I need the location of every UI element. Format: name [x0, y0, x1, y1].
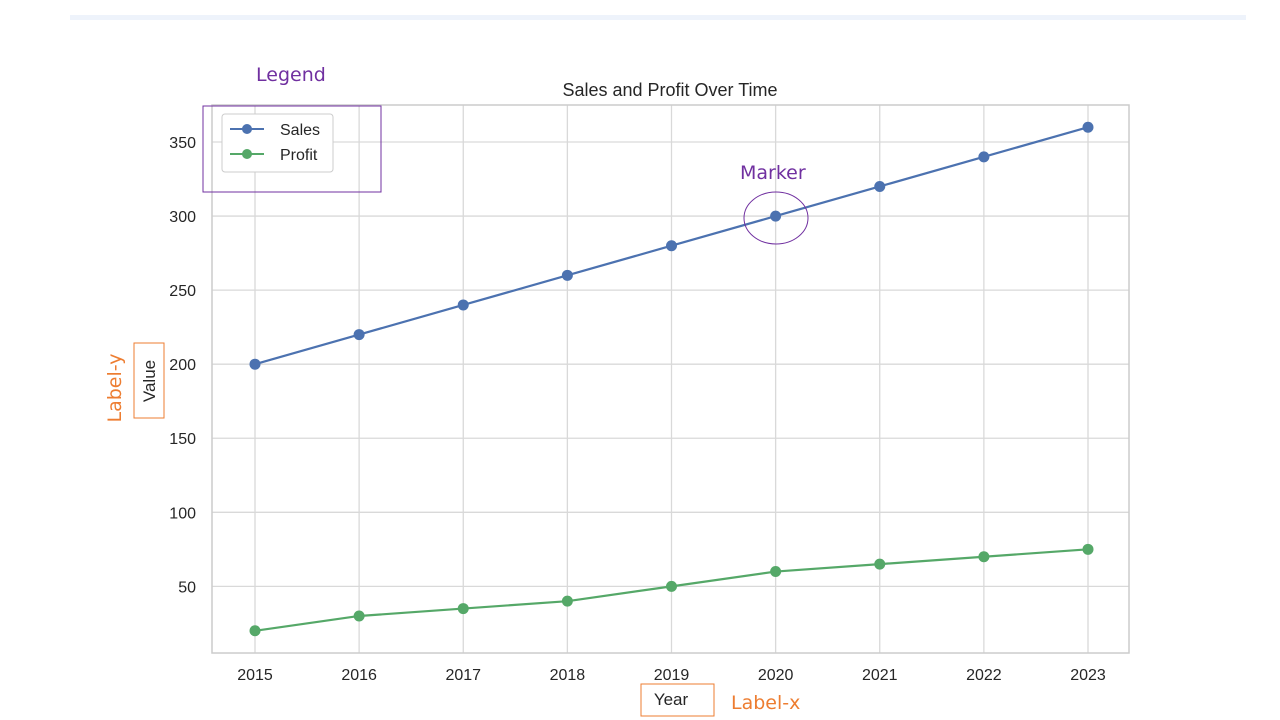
x-tick-label: 2021: [862, 667, 898, 684]
profit-point: [1082, 543, 1094, 555]
series-group: [249, 121, 1094, 637]
profit-point: [978, 551, 990, 563]
legend-profit-label: Profit: [280, 147, 318, 164]
profit-point: [249, 625, 261, 637]
y-tick-label: 250: [169, 283, 196, 300]
marker-annotation-label: Marker: [740, 162, 806, 184]
grid: [212, 105, 1129, 653]
y-tick-label: 350: [169, 135, 196, 152]
x-tick-label: 2017: [445, 667, 481, 684]
profit-point: [874, 558, 886, 570]
sales-point: [770, 210, 782, 222]
profit-point: [666, 580, 677, 592]
x-tick-label: 2019: [654, 667, 690, 684]
sales-point: [561, 269, 573, 281]
plot-frame: [211, 104, 1130, 654]
legend-annotation-label: Legend: [256, 64, 326, 86]
profit-point: [770, 566, 782, 578]
legend-sales-label: Sales: [280, 122, 320, 139]
y-tick-label: 50: [178, 579, 196, 596]
sales-point: [1082, 121, 1094, 133]
sales-point: [457, 299, 469, 311]
sales-point: [353, 329, 365, 341]
x-tick-label: 2020: [758, 667, 794, 684]
x-tick-label: 2023: [1070, 667, 1106, 684]
legend-annotation-box: [202, 105, 382, 193]
y-tick-labels: 50 100 150 200 250 300 350: [169, 135, 196, 596]
legend: Sales Profit: [221, 113, 334, 173]
y-label-box: [133, 342, 165, 419]
x-tick-labels: 2015 2016 2017 2018 2019 2020 2021 2022 2023: [237, 667, 1106, 684]
legend-sales-marker: [242, 124, 252, 134]
sales-point: [874, 180, 886, 192]
label-x-annotation: Label-x: [731, 692, 800, 714]
y-tick-label: 200: [169, 357, 196, 374]
sales-point: [978, 151, 990, 163]
legend-profit-marker: [242, 149, 252, 159]
x-tick-label: 2018: [550, 667, 586, 684]
x-tick-label: 2022: [966, 667, 1002, 684]
marker-annotation-ellipse: [743, 191, 809, 245]
profit-point: [561, 595, 573, 607]
label-y-annotation: Label-y: [104, 353, 126, 422]
y-tick-label: 150: [169, 431, 196, 448]
chart-title: Sales and Profit Over Time: [562, 80, 777, 100]
y-axis-label: Value: [140, 360, 159, 402]
x-tick-label: 2016: [341, 667, 377, 684]
y-tick-label: 100: [169, 505, 196, 522]
profit-point: [457, 603, 469, 615]
sales-point: [249, 358, 261, 370]
x-axis-label: Year: [654, 690, 689, 709]
sales-point: [666, 240, 677, 252]
y-tick-label: 300: [169, 209, 196, 226]
profit-point: [353, 610, 365, 622]
x-tick-label: 2015: [237, 667, 273, 684]
x-label-box: [640, 683, 715, 717]
top-divider-bar: [70, 15, 1246, 20]
